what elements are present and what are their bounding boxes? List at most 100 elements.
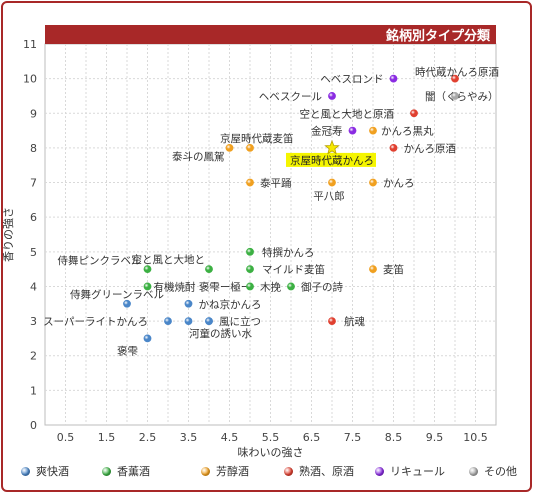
x-tick-label: 9.5 (426, 431, 444, 444)
legend-label-4: リキュール (390, 465, 445, 478)
y-tick-label: 6 (30, 211, 37, 224)
point-label: 京屋時代蔵麦笛 (220, 132, 294, 145)
x-tick-label: 0.5 (57, 431, 75, 444)
point-label: 闇（くらやみ） (425, 91, 499, 103)
y-tick-label: 0 (30, 419, 37, 432)
legend-dot-1 (102, 466, 111, 476)
point-label: 河童の誘い水 (189, 327, 252, 340)
legend-item-1: 香薫酒 (102, 463, 150, 479)
y-tick-label: 5 (30, 246, 37, 259)
y-tick-label: 2 (30, 350, 37, 363)
point-label: 時代蔵かんろ原酒 (415, 66, 499, 79)
x-tick-label: 4.5 (221, 431, 239, 444)
point-label: 褒雫 (117, 344, 138, 357)
data-point (369, 178, 377, 187)
legend-label-5: その他 (484, 465, 517, 478)
x-tick-label: 1.5 (98, 431, 116, 444)
legend-label-0: 爽快酒 (36, 465, 69, 478)
highlight-label: 京屋時代蔵かんろ (290, 154, 374, 167)
data-point (451, 74, 459, 83)
point-label: 金冠寿 (311, 125, 343, 138)
point-label: ヘベスロンド (320, 74, 383, 86)
legend-item-3: 熟酒、原酒 (284, 463, 354, 479)
data-point (246, 178, 254, 187)
legend-dot-0 (21, 466, 30, 476)
x-tick-label: 2.5 (139, 431, 157, 444)
data-point (143, 334, 152, 343)
point-label: 風に立つ (219, 315, 261, 328)
data-point (225, 144, 234, 152)
data-point (143, 265, 152, 274)
data-point (328, 317, 336, 325)
highlight-star (324, 139, 340, 155)
data-point (164, 317, 172, 325)
data-point (328, 178, 336, 187)
data-point (246, 282, 254, 291)
data-point (205, 265, 213, 274)
point-label: マイルド麦笛 (262, 263, 325, 276)
legend-dot-3 (284, 466, 293, 476)
point-label: かんろ原酒 (404, 142, 457, 155)
point-label: ヘベスクール (259, 91, 322, 103)
data-point (369, 126, 377, 135)
point-label: 空と風と大地と原酒 (300, 107, 395, 120)
legend-item-4: リキュール (375, 463, 445, 479)
y-tick-label: 11 (23, 38, 37, 51)
y-tick-label: 10 (23, 73, 37, 86)
legend-dot-5 (469, 466, 478, 476)
legend-label-1: 香薫酒 (117, 465, 150, 478)
point-label: 空と風と大地と (132, 253, 206, 266)
point-label: 平八郎 (313, 190, 345, 203)
y-tick-label: 8 (30, 142, 37, 155)
legend-dot-2 (201, 466, 210, 476)
data-point (143, 282, 152, 291)
legend-item-0: 爽快酒 (21, 463, 69, 479)
point-label: 特撰かんろ (262, 246, 315, 259)
legend-label-3: 熟酒、原酒 (299, 465, 354, 478)
legend-label-2: 芳醇酒 (216, 465, 249, 478)
point-label: 有機焼酎 褒雫ー極ー (154, 280, 252, 293)
x-axis-label: 味わいの強さ (238, 446, 304, 459)
data-point (287, 282, 295, 291)
point-label: かんろ黒丸 (381, 125, 434, 138)
x-tick-label: 6.5 (303, 431, 321, 444)
point-label: 麦笛 (383, 263, 404, 276)
legend-item-5: その他 (469, 463, 517, 479)
data-point (123, 299, 131, 308)
x-tick-label: 10.5 (463, 431, 488, 444)
y-tick-label: 9 (30, 107, 37, 120)
data-point (348, 126, 357, 135)
point-label: かね京かんろ (199, 298, 262, 311)
data-point (246, 247, 254, 256)
point-label: 泰平踊 (260, 177, 292, 190)
data-point (328, 92, 336, 100)
y-axis-label: 香りの強さ (2, 207, 15, 262)
data-point (246, 144, 254, 152)
data-point (184, 317, 193, 325)
data-point (369, 265, 377, 274)
x-tick-label: 7.5 (344, 431, 362, 444)
legend-item-2: 芳醇酒 (201, 463, 249, 479)
point-label: 木挽 (260, 280, 281, 293)
y-tick-label: 4 (30, 280, 37, 293)
data-point (389, 74, 398, 83)
x-tick-label: 8.5 (385, 431, 403, 444)
point-label: かんろ (383, 178, 415, 190)
point-label: 航魂 (344, 315, 365, 328)
highlight-label-bg (286, 152, 376, 167)
x-tick-label: 5.5 (262, 431, 280, 444)
point-label: スーパーライトかんろ (43, 316, 148, 328)
data-point (246, 265, 254, 274)
data-point (410, 109, 418, 118)
point-label: 御子の詩 (301, 280, 343, 293)
chart-title: 銘柄別タイプ分類 (386, 28, 491, 44)
y-tick-label: 1 (30, 384, 37, 397)
y-tick-label: 3 (30, 315, 37, 328)
data-point (205, 317, 213, 325)
title-bar (45, 25, 496, 44)
point-label: 侍舞ピンクラベル (58, 255, 142, 267)
data-point (451, 92, 459, 100)
point-label: 泰斗の鳳駕 (172, 150, 225, 163)
data-point (184, 299, 193, 308)
